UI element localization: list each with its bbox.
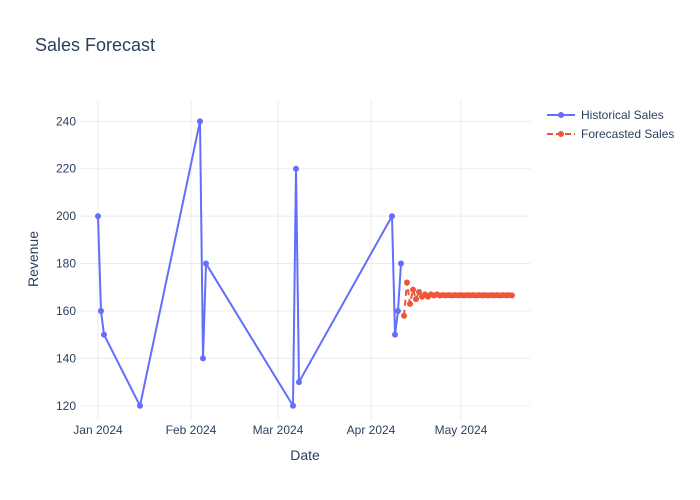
legend-swatch-marker [558,131,564,137]
x-tick-label: Jan 2024 [73,423,123,437]
data-point [293,165,299,172]
data-point [407,300,413,307]
y-tick-label: 120 [56,399,76,413]
x-tick-label: Apr 2024 [347,423,396,437]
axis-layer: 120 140 160 180 200 220 240 Jan 2024 Feb 2024 Mar… [56,114,488,437]
data-point [416,289,422,295]
data-point [389,213,395,220]
x-axis-title: Date [290,447,320,463]
data-point [203,260,209,267]
data-point [509,292,515,299]
series-layer [95,118,515,409]
data-point [413,296,419,303]
chart-title: Sales Forecast [35,35,155,55]
legend-label: Historical Sales [581,108,664,122]
data-point [98,307,104,314]
y-axis-title: Revenue [25,231,41,287]
series-0 [95,118,404,409]
legend-item[interactable]: Forecasted Sales [547,127,674,141]
y-tick-label: 140 [56,351,76,365]
x-tick-label: May 2024 [435,423,488,437]
data-point [95,213,101,220]
data-point [101,331,107,338]
y-tick-label: 240 [56,114,76,128]
y-tick-label: 200 [56,209,76,223]
y-tick-label: 180 [56,257,76,271]
data-point [404,279,410,286]
legend-swatch-marker [558,112,564,118]
data-point [137,402,143,409]
legend[interactable]: Historical Sales Forecasted Sales [547,108,674,141]
data-point [395,307,401,314]
data-point [401,312,407,319]
series-1 [401,279,515,319]
data-point [410,286,416,293]
x-tick-label: Feb 2024 [166,423,217,437]
data-point [200,355,206,362]
data-point [392,331,398,338]
data-point [197,118,203,125]
x-tick-label: Mar 2024 [253,423,304,437]
y-tick-label: 220 [56,162,76,176]
data-point [296,379,302,386]
legend-item[interactable]: Historical Sales [547,108,664,122]
data-point [290,402,296,409]
legend-label: Forecasted Sales [581,127,674,141]
data-point [398,260,404,267]
grid-layer [80,100,530,420]
series-line [97,120,402,407]
y-tick-label: 160 [56,304,76,318]
